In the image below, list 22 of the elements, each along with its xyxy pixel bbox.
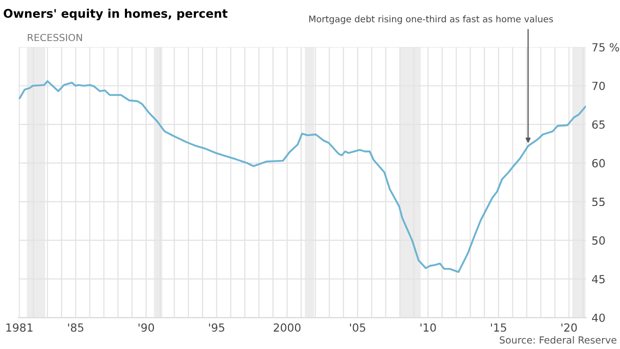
source-note: Source: Federal Reserve bbox=[500, 336, 616, 344]
y-tick-label: 45 bbox=[592, 275, 605, 284]
annotation: Mortgage debt rising one-third as fast as home values bbox=[309, 15, 553, 24]
x-tick-label: 1981 bbox=[6, 323, 32, 332]
y-tick-label: 70 bbox=[592, 82, 605, 90]
y-tick-label: 60 bbox=[592, 159, 605, 168]
y-tick-label: 55 bbox=[592, 198, 605, 206]
y-tick-label: 65 bbox=[592, 120, 605, 129]
y-tick-label: 50 bbox=[592, 236, 605, 245]
y-tick-label: 75 % bbox=[592, 43, 620, 52]
y-tick-label: 40 bbox=[592, 314, 605, 322]
band-label: RECESSION bbox=[28, 34, 82, 42]
chart-title: Owners' equity in homes, percent bbox=[4, 8, 228, 20]
x-tick-label: '10 bbox=[420, 323, 436, 332]
x-tick-label: '15 bbox=[490, 323, 506, 332]
x-tick-label: '85 bbox=[68, 323, 84, 332]
x-tick-label: '90 bbox=[138, 323, 154, 332]
x-tick-label: '20 bbox=[561, 323, 577, 332]
x-tick-label: 2000 bbox=[274, 323, 300, 332]
x-tick-label: '95 bbox=[209, 323, 224, 332]
x-tick-label: '05 bbox=[350, 323, 366, 332]
line-series bbox=[18, 80, 586, 273]
